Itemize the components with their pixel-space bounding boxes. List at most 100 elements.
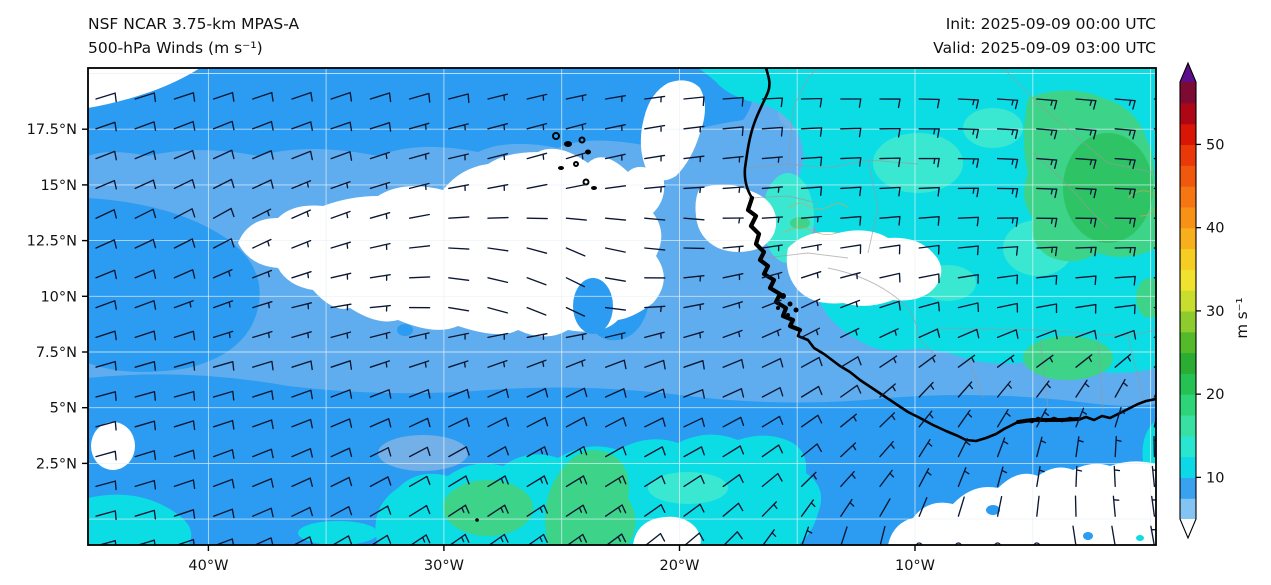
wind-barb [840,384,862,398]
wind-barb [722,358,745,369]
wind-barb [448,332,470,340]
colorbar-tick-label: 10 [1206,470,1224,486]
wind-barb [996,437,1009,458]
wind-barb [1114,435,1122,458]
wind-barb [1153,336,1156,339]
wind-barb [996,157,1019,169]
wind-barb [526,152,548,160]
wind-barb [683,96,705,107]
wind-barb [448,184,470,192]
wind-barb [840,299,861,309]
wind-barb [683,125,705,133]
wind-barb [957,328,980,339]
wind-barb [761,328,782,339]
wind-barb [173,208,196,219]
wind-barb [957,354,976,368]
wind-barb [565,387,588,398]
wind-barb [644,95,666,103]
wind-barb [918,497,928,517]
wind-barb [487,417,509,428]
wind-barb [644,446,666,458]
wind-barb [879,469,895,488]
terrain-contours [782,190,1156,236]
wind-barb [212,361,235,371]
wind-barb [252,91,274,102]
wind-barb [95,121,117,132]
wind-barb [408,360,430,368]
colorbar-outline [1179,61,1197,540]
axes-ticks: 40°W 30°W 20°W 10°W 17.5°N 15°N 12.5°N 10°N 7.5°… [27,122,935,574]
wind-barb [604,446,627,458]
wind-barb [1114,98,1136,110]
wind-barb [1075,157,1097,169]
wind-barb [212,300,234,309]
wind-barb [134,391,156,401]
wind-barb [369,505,392,517]
wind-barb [1036,303,1058,314]
wind-barb [408,152,430,160]
wind-barb [1072,525,1077,545]
calm-wind-circle [1033,542,1041,545]
wind-barb [173,479,196,490]
wind-barb [800,499,816,517]
y-tick-label: 2.5°N [36,456,77,472]
wind-barb [996,217,1019,227]
wind-barb [722,155,744,163]
wind-barb [840,157,862,167]
wind-barb [1075,246,1097,257]
wind-barb [1075,98,1097,110]
x-tick-label: 10°W [895,558,935,574]
shade-calm-white [88,68,1156,545]
wind-barb [565,359,586,368]
wind-barb [134,121,157,131]
wind-barb [448,504,470,517]
wind-barb [1036,157,1058,169]
wind-barb [1112,495,1120,517]
wind-barb [565,152,587,160]
wind-barb [565,416,588,428]
wind-barb [800,127,823,137]
wind-barb [1036,187,1058,199]
wind-barb [173,420,196,431]
plot-title-line1: NSF NCAR 3.75-km MPAS-A [88,15,300,33]
wind-barb [487,332,509,340]
wind-barb [644,475,666,488]
wind-barb [957,128,980,139]
colorbar-segment [1180,352,1196,374]
wind-barb [173,120,196,131]
wind-barb [957,274,979,284]
wind-barb [996,329,1019,339]
wind-barb [683,389,705,399]
wind-barb [173,179,196,190]
wind-barb [95,360,117,371]
wind-barb [1153,187,1156,190]
wind-barb [1151,495,1156,517]
wind-barb [957,438,971,458]
wind-barb [95,450,117,461]
wind-barb [996,380,1012,398]
wind-barb [408,92,431,103]
wind-barb [1036,495,1040,517]
wind-barb [487,504,509,517]
wind-barb [134,509,157,520]
wind-barb [800,327,821,339]
wind-barb [369,331,391,339]
wind-barb [683,303,705,311]
colorbar-segment [1180,477,1196,499]
wind-barb [526,387,549,398]
wind-barb [487,277,509,284]
wind-barb [252,301,273,309]
wind-barb [761,271,783,280]
wind-barb [212,449,235,459]
wind-barb [918,328,941,339]
wind-barb [1153,157,1156,160]
wind-barb [408,504,431,517]
wind-barb [173,300,194,309]
wind-barb [840,186,862,197]
wind-barb [604,95,626,102]
wind-barb [448,93,470,104]
wind-barb [918,216,940,226]
wind-barb [1114,304,1136,315]
wind-barb [369,212,391,220]
wind-barb [800,243,822,251]
